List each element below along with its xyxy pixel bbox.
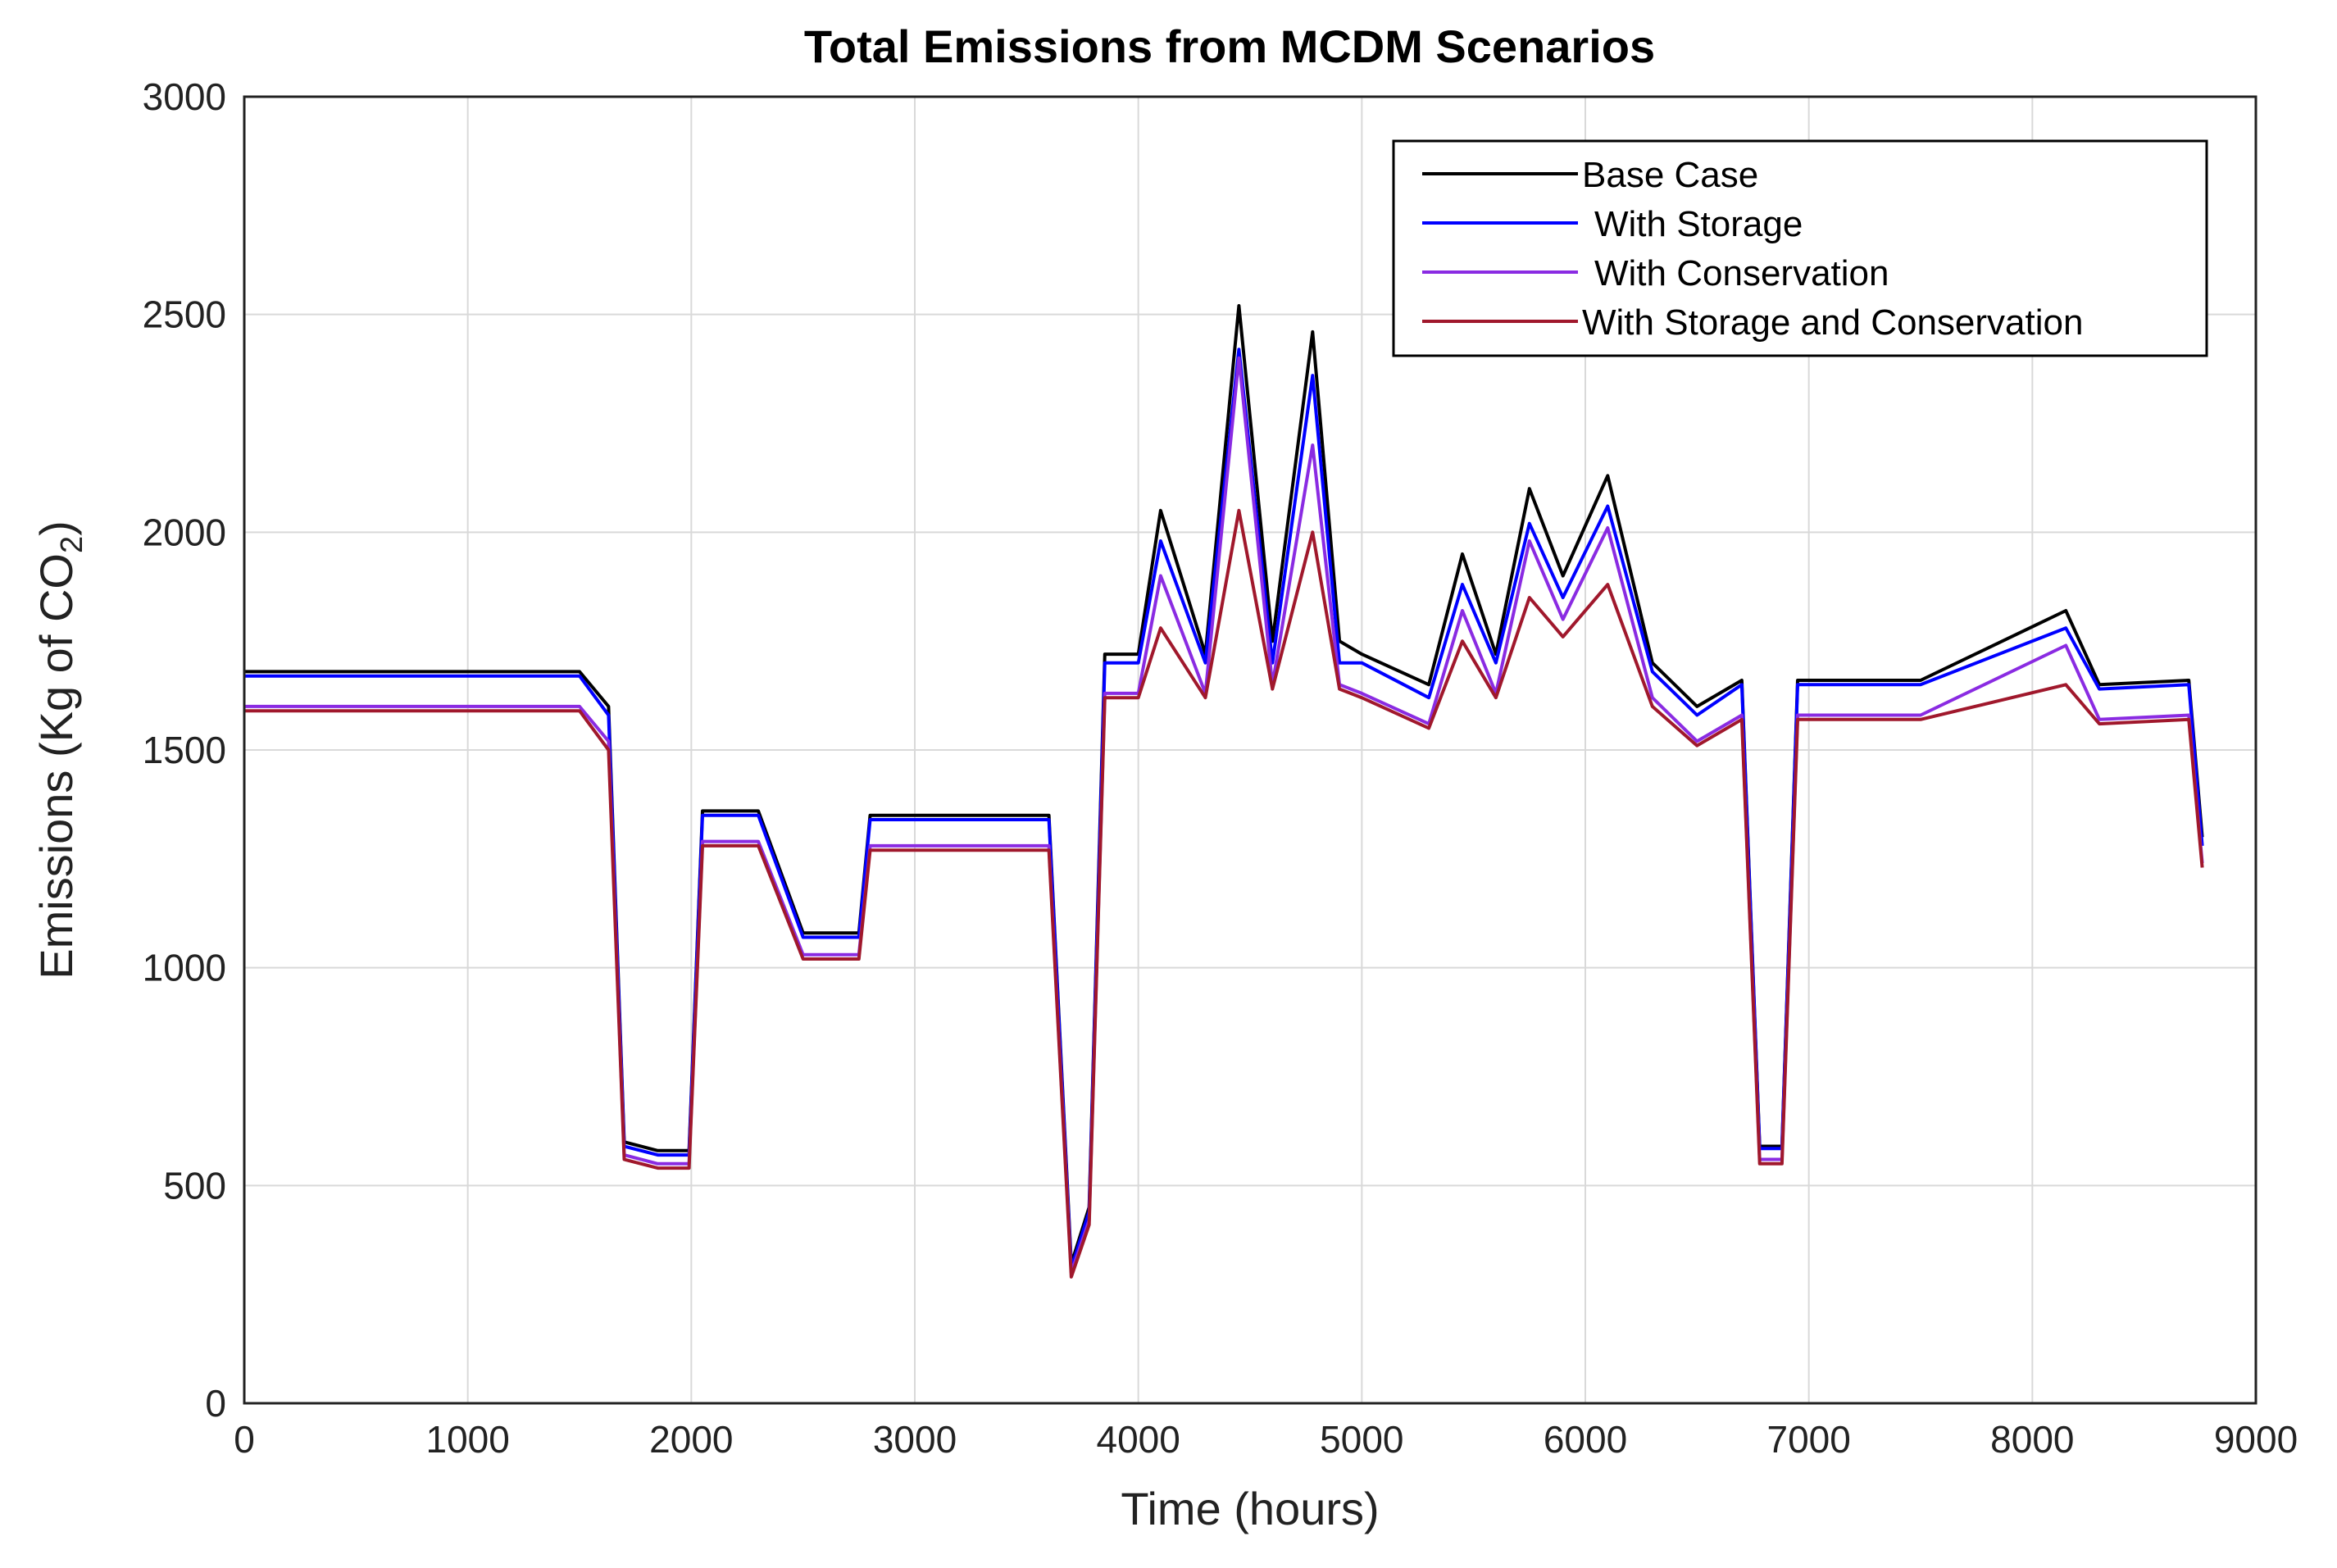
x-tick-labels: 0 1000 2000 3000 4000 5000 6000 7000 8000 9000 <box>234 1418 2298 1461</box>
legend: Base Case With Storage With Conservation… <box>1392 139 2208 357</box>
x-tick-label: 2000 <box>649 1418 733 1461</box>
y-tick-labels: 0 500 1000 1500 2000 2500 3000 <box>143 75 226 1425</box>
x-tick-label: 8000 <box>1990 1418 2074 1461</box>
y-axis-label-main: Emissions (Kg of CO <box>30 553 82 979</box>
legend-label-with-storage: With Storage <box>1594 204 1803 244</box>
y-axis-label: Emissions (Kg of CO2) <box>30 520 89 979</box>
chart-title: Total Emissions from MCDM Scenarios <box>804 20 1655 72</box>
series-line-base-case <box>244 304 2204 1266</box>
y-tick-label: 0 <box>205 1382 226 1425</box>
series-line-with-storage <box>244 348 2204 1270</box>
legend-label-base-case: Base Case <box>1582 155 1758 195</box>
x-tick-label: 9000 <box>2214 1418 2298 1461</box>
series-group <box>244 304 2204 1279</box>
y-axis-label-subscript: 2 <box>55 536 89 553</box>
legend-label-with-conservation: With Conservation <box>1594 253 1889 293</box>
x-tick-label: 4000 <box>1096 1418 1180 1461</box>
y-tick-label: 2000 <box>143 511 226 553</box>
legend-label-with-storage-and-conservation: With Storage and Conservation <box>1582 302 2083 343</box>
x-tick-label: 3000 <box>873 1418 957 1461</box>
y-tick-label: 3000 <box>143 75 226 118</box>
y-tick-label: 1500 <box>143 729 226 771</box>
y-tick-label: 500 <box>163 1164 226 1207</box>
x-tick-label: 5000 <box>1320 1418 1403 1461</box>
series-line-with-storage-and-conservation <box>244 508 2204 1279</box>
y-tick-label: 1000 <box>143 947 226 989</box>
x-tick-label: 7000 <box>1766 1418 1850 1461</box>
x-axis-label: Time (hours) <box>1121 1483 1379 1534</box>
x-tick-label: 0 <box>234 1418 255 1461</box>
y-tick-label: 2500 <box>143 293 226 336</box>
y-axis-label-close: ) <box>30 520 82 536</box>
x-tick-label: 1000 <box>425 1418 509 1461</box>
plot-frame <box>243 95 2257 1405</box>
x-tick-label: 6000 <box>1544 1418 1627 1461</box>
